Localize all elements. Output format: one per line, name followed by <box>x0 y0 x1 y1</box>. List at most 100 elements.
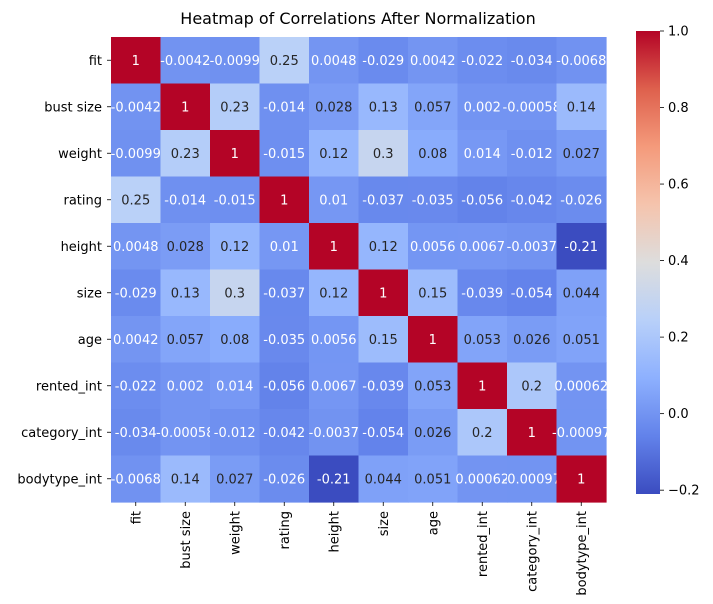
x-tick-label: age <box>426 511 441 535</box>
cell-value-label: -0.0042 <box>160 54 210 69</box>
cell-value-label: 0.028 <box>167 240 204 255</box>
heatmap-cell <box>507 83 558 131</box>
heatmap-cell <box>556 83 607 131</box>
y-axis-tick-labels: fit bust size weight rating height size age ren… <box>17 54 111 487</box>
cell-value-label: 0.01 <box>319 193 348 208</box>
cell-value-label: 0.15 <box>418 286 447 301</box>
cell-value-label: -0.00097 <box>552 426 610 441</box>
heatmap-cell <box>259 130 310 178</box>
heatmap-cell <box>210 83 261 131</box>
heatmap-cell <box>507 409 558 457</box>
x-tick-label: fit <box>129 511 144 524</box>
heatmap-cell <box>358 362 409 410</box>
cell-value-label: 0.01 <box>270 240 299 255</box>
heatmap-cell <box>160 37 211 85</box>
heatmap-cell <box>408 176 459 224</box>
heatmap-cell <box>259 269 310 317</box>
cell-value-label: 0.0067 <box>311 379 357 394</box>
cell-value-label: 1 <box>231 147 239 162</box>
cell-value-label: -0.014 <box>164 193 206 208</box>
cell-value-label: 0.3 <box>224 286 245 301</box>
cell-value-label: -0.21 <box>564 240 598 255</box>
heatmap-cell <box>160 409 211 457</box>
cell-value-label: -0.0037 <box>507 240 557 255</box>
heatmap-cell <box>507 362 558 410</box>
heatmap-cell <box>259 176 310 224</box>
heatmap-cell <box>259 223 310 271</box>
cell-value-label: 0.026 <box>513 333 550 348</box>
cell-value-label: -0.026 <box>263 472 305 487</box>
cell-value-label: -0.21 <box>317 472 351 487</box>
heatmap-cell <box>160 223 211 271</box>
heatmap-cell <box>408 223 459 271</box>
heatmap-cell <box>507 176 558 224</box>
heatmap-cell <box>457 455 508 503</box>
heatmap-cell <box>408 130 459 178</box>
cell-value-label: -0.0068 <box>556 54 606 69</box>
cell-value-label: 1 <box>528 426 536 441</box>
cell-value-label: 0.23 <box>220 100 249 115</box>
cell-value-label: -0.00058 <box>503 100 561 115</box>
colorbar-tick-label: 1.0 <box>668 25 689 40</box>
cell-value-label: -0.037 <box>362 193 404 208</box>
colorbar-gradient <box>636 31 660 494</box>
heatmap-cell <box>111 37 162 85</box>
heatmap-cell <box>556 37 607 85</box>
cell-value-label: -0.039 <box>362 379 404 394</box>
cell-value-label: 0.0056 <box>410 240 456 255</box>
cell-value-label: -0.026 <box>560 193 602 208</box>
cell-value-label: 0.25 <box>270 54 299 69</box>
cell-value-label: -0.029 <box>115 286 157 301</box>
heatmap-cell <box>210 362 261 410</box>
cell-value-label: 0.14 <box>567 100 596 115</box>
heatmap-cell <box>408 362 459 410</box>
cell-value-label: 1 <box>132 54 140 69</box>
cell-value-label: -0.0068 <box>111 472 161 487</box>
cell-value-label: -0.012 <box>214 426 256 441</box>
cell-value-label: 0.2 <box>472 426 493 441</box>
heatmap-cell <box>556 223 607 271</box>
heatmap-cell <box>556 130 607 178</box>
cell-value-label: 0.044 <box>563 286 600 301</box>
y-tick-label: rented_int <box>36 379 102 394</box>
cell-value-label: -0.0099 <box>111 147 161 162</box>
cell-value-label: 0.12 <box>369 240 398 255</box>
colorbar-tick-label: 0.4 <box>668 254 689 269</box>
heatmap-cell <box>210 455 261 503</box>
heatmap-cell <box>408 37 459 85</box>
heatmap-cell <box>160 455 211 503</box>
cell-value-label: 0.23 <box>171 147 200 162</box>
cell-value-label: 0.0056 <box>311 333 357 348</box>
heatmap-cell <box>507 130 558 178</box>
cell-value-label: -0.014 <box>263 100 305 115</box>
cell-value-label: -0.039 <box>461 286 503 301</box>
heatmap-cell <box>457 83 508 131</box>
heatmap-cell <box>507 223 558 271</box>
heatmap-cell <box>457 176 508 224</box>
heatmap-cell <box>259 316 310 364</box>
cell-value-label: -0.0099 <box>210 54 260 69</box>
heatmap-cell <box>111 455 162 503</box>
cell-value-label: -0.015 <box>263 147 305 162</box>
cell-value-label: 0.014 <box>464 147 501 162</box>
heatmap-cell <box>507 316 558 364</box>
cell-value-label: -0.056 <box>263 379 305 394</box>
x-tick-label: rented_int <box>476 511 491 577</box>
colorbar: 1.0 0.8 0.6 0.4 0.2 0.0 −0.2 <box>636 25 700 499</box>
cell-value-label: -0.029 <box>362 54 404 69</box>
y-tick-label: fit <box>89 54 102 69</box>
cell-value-label: -0.0037 <box>309 426 359 441</box>
y-tick-label: weight <box>58 147 102 162</box>
colorbar-tick-label: 0.2 <box>668 331 689 346</box>
heatmap-cell <box>408 316 459 364</box>
heatmap-cell <box>259 362 310 410</box>
heatmap-cell <box>111 83 162 131</box>
heatmap-cell <box>556 316 607 364</box>
cell-value-label: 0.053 <box>414 379 451 394</box>
heatmap-cell <box>309 269 360 317</box>
cell-value-label: 0.026 <box>414 426 451 441</box>
cell-value-label: -0.035 <box>412 193 454 208</box>
heatmap-cell <box>358 316 409 364</box>
heatmap-cell <box>210 176 261 224</box>
